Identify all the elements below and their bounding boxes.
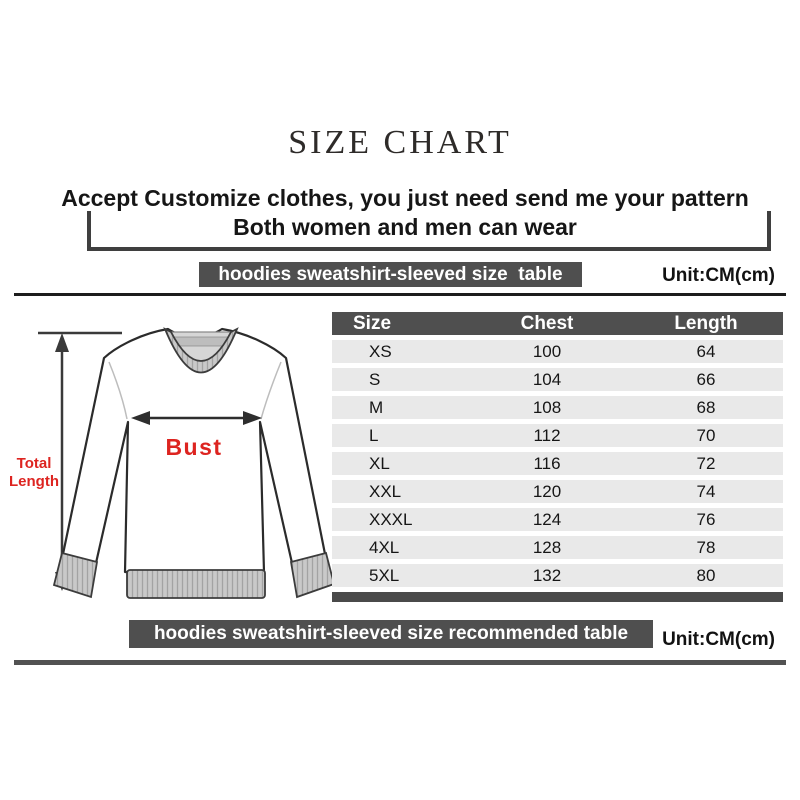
cell-length: 76: [696, 510, 716, 529]
cell-chest: 116: [533, 454, 561, 473]
cell-chest: 132: [532, 566, 562, 585]
cell-chest: 124: [532, 510, 562, 529]
unit-label-bottom: Unit:CM(cm): [662, 629, 775, 650]
shoulder-seam-right: [260, 361, 282, 420]
column-header-size: Size: [353, 313, 392, 334]
cell-length: 70: [696, 426, 716, 445]
cell-size: 5XL: [369, 566, 400, 585]
cell-size: S: [369, 370, 381, 389]
column-header-chest: Chest: [520, 313, 574, 334]
collar-back-band: [173, 336, 229, 347]
cell-chest: 112: [533, 426, 561, 445]
notice-line-1: Accept Customize clothes, you just need …: [61, 185, 749, 211]
size-table: Size Chest Length XS 100 64 S 104 66 M 1…: [332, 312, 783, 602]
cell-chest: 104: [532, 370, 562, 389]
page-title: SIZE CHART: [288, 124, 512, 161]
bust-arrow: [131, 411, 262, 425]
cell-chest: 100: [532, 342, 562, 361]
table-row: XS 100 64: [332, 340, 783, 363]
total-length-label-line1: Total: [17, 455, 52, 472]
table-bottom-bar: [332, 592, 783, 602]
cell-chest: 108: [532, 398, 562, 417]
table-row: S 104 66: [332, 368, 783, 391]
cell-length: 64: [696, 342, 716, 361]
notice-line-2: Both women and men can wear: [233, 214, 577, 240]
customize-notice: Accept Customize clothes, you just need …: [60, 184, 750, 242]
bust-label: Bust: [165, 434, 222, 460]
unit-label-top: Unit:CM(cm): [662, 265, 775, 286]
total-length-label-line2: Length: [9, 473, 59, 490]
collar-rib-band: [163, 327, 239, 374]
table-row: L 112 70: [332, 424, 783, 447]
table-row: M 108 68: [332, 396, 783, 419]
cell-size: L: [369, 426, 379, 445]
table-row: 5XL 132 80: [332, 564, 783, 587]
hem-band: [126, 569, 266, 599]
shoulder-seam-left: [108, 361, 128, 420]
divider-line-top: [14, 293, 786, 296]
table-row: XXL 120 74: [332, 480, 783, 503]
cell-size: 4XL: [369, 538, 400, 557]
cuff-left: [52, 551, 99, 599]
cell-length: 66: [696, 370, 716, 389]
cuff-right: [289, 551, 336, 599]
cell-length: 68: [696, 398, 716, 417]
cell-length: 72: [696, 454, 716, 473]
table-row: XXXL 124 76: [332, 508, 783, 531]
cell-chest: 128: [532, 538, 562, 557]
cell-size: XL: [369, 454, 390, 473]
sweatshirt-diagram: Bust Total Length: [5, 316, 350, 618]
table-row: XL 116 72: [332, 452, 783, 475]
recommended-table-title-bar: hoodies sweatshirt-sleeved size recommen…: [129, 620, 653, 648]
table-row: 4XL 128 78: [332, 536, 783, 559]
column-header-length: Length: [674, 313, 738, 334]
divider-line-bottom: [14, 660, 786, 665]
notice-bracket-border: [87, 211, 771, 251]
cell-size: XXXL: [369, 510, 413, 529]
cell-length: 80: [696, 566, 716, 585]
cell-chest: 120: [532, 482, 562, 501]
cell-size: XS: [369, 342, 392, 361]
size-table-header: Size Chest Length: [332, 312, 783, 335]
cell-size: M: [369, 398, 384, 417]
cell-length: 78: [696, 538, 716, 557]
cell-length: 74: [696, 482, 716, 501]
sweatshirt-illustration: [52, 327, 336, 599]
size-table-title-bar: hoodies sweatshirt-sleeved size table: [199, 262, 582, 287]
cell-size: XXL: [369, 482, 402, 501]
